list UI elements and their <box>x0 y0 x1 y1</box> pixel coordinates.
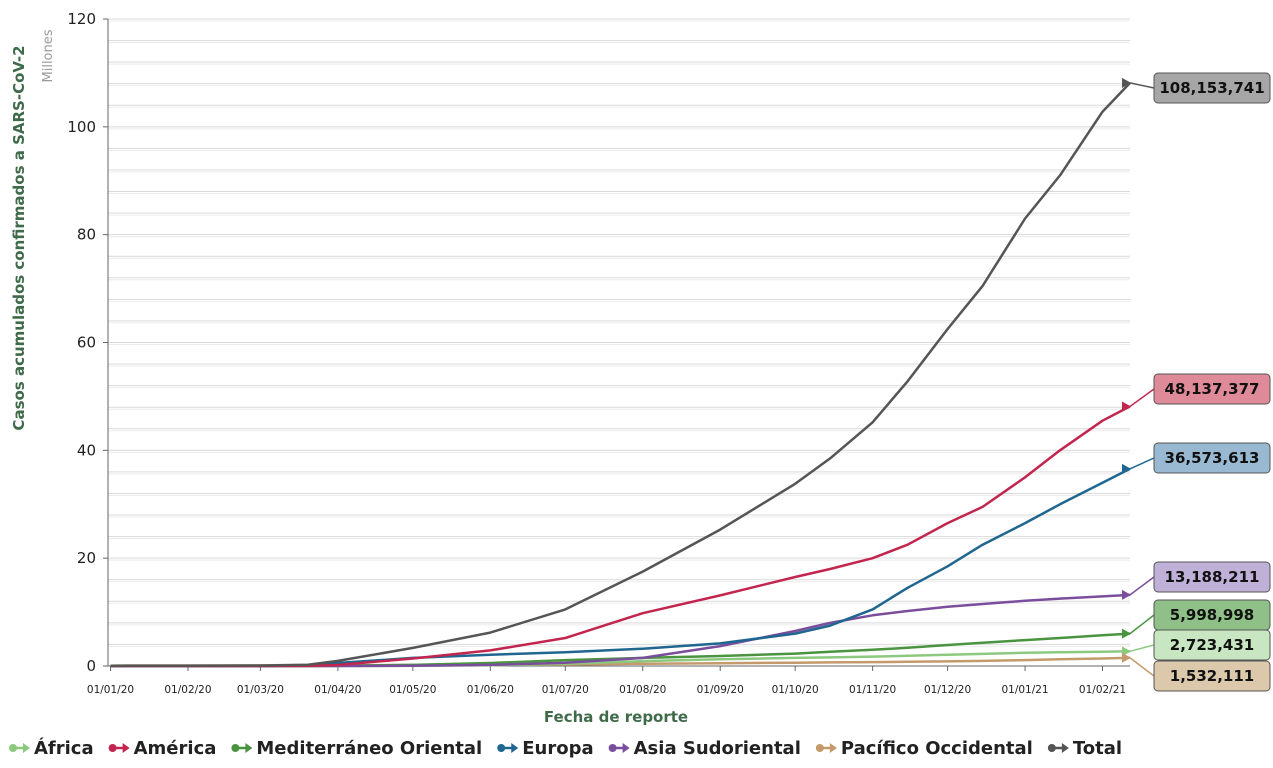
callout-arrow-head <box>1122 628 1131 639</box>
x-tick-label: 01/04/20 <box>314 684 361 696</box>
legend-label: Mediterráneo Oriental <box>256 738 482 759</box>
x-tick-label: 01/01/21 <box>1001 684 1048 696</box>
legend-label: Total <box>1073 738 1122 759</box>
callout-value: 13,188,211 <box>1165 568 1260 586</box>
legend-marker-dot <box>608 744 617 752</box>
x-tick-label: 01/05/20 <box>389 684 436 696</box>
x-tick-label: 01/03/20 <box>237 684 284 696</box>
x-tick-label: 01/10/20 <box>772 684 819 696</box>
legend-marker-dot <box>9 744 17 752</box>
callout-value: 5,998,998 <box>1170 606 1254 624</box>
x-tick-label: 01/11/20 <box>849 684 896 696</box>
callout-box <box>1153 660 1271 692</box>
legend-marker-arrow <box>622 743 630 753</box>
callout-leader <box>1129 388 1155 408</box>
x-tick-label: 01/08/20 <box>619 684 666 696</box>
legend-marker-arrow <box>122 743 130 753</box>
callout-leader <box>1129 457 1155 470</box>
callout-leader <box>1129 644 1155 653</box>
gridlines <box>108 18 1130 647</box>
callout-box <box>1153 599 1271 631</box>
legend-marker-dot <box>108 744 117 752</box>
callout-box <box>1153 442 1271 474</box>
legend-marker-arrow <box>829 743 837 753</box>
y-tick-label: 120 <box>67 10 96 28</box>
end-value-callouts: 2,723,431 48,137,377 5,998,998 36,573,613 13… <box>1122 72 1271 692</box>
callout-value: 108,153,741 <box>1159 79 1264 97</box>
callout-leader <box>1129 657 1155 677</box>
legend-label: Europa <box>522 738 593 759</box>
callout-box <box>1153 561 1271 593</box>
x-tick-label: 01/12/20 <box>924 684 971 696</box>
legend-label: Asia Sudoriental <box>634 738 801 759</box>
series-line-total <box>110 82 1131 667</box>
y-axis-ticks: 0 20 40 60 80 100 120 <box>67 10 108 675</box>
x-axis-ticks: 01/01/20 01/02/20 01/03/20 01/04/20 01/05/20… <box>87 666 1126 696</box>
legend-marker-arrow <box>23 743 30 753</box>
x-tick-label: 01/07/20 <box>542 684 589 696</box>
x-tick-label: 01/09/20 <box>697 684 744 696</box>
callout-value: 48,137,377 <box>1165 380 1260 398</box>
callout-leader <box>1129 82 1155 89</box>
series-line-asia-sudoriental <box>110 593 1131 668</box>
series-lines <box>110 82 1131 668</box>
callout-arrow-head <box>1122 401 1131 412</box>
callout-leader <box>1129 614 1155 635</box>
y-tick-label: 80 <box>77 226 96 244</box>
legend-marker-dot <box>815 744 824 752</box>
y-axis-title: Casos acumulados confirmados a SARS-CoV-… <box>10 45 28 430</box>
y-tick-label: 40 <box>77 441 96 459</box>
callout-value: 1,532,111 <box>1170 667 1254 685</box>
x-tick-label: 01/01/20 <box>87 684 134 696</box>
callout-arrow-head <box>1122 463 1131 474</box>
y-tick-label: 20 <box>77 549 96 567</box>
legend-marker-arrow <box>1061 743 1069 753</box>
legend-marker-dot <box>1047 744 1056 752</box>
callout-box <box>1153 373 1271 405</box>
legend-marker-arrow <box>245 743 253 753</box>
callout-box <box>1153 72 1271 104</box>
series-line-europa <box>110 467 1131 668</box>
callout-leader <box>1129 576 1155 596</box>
legend: África América Mediterráneo Oriental Europa… <box>9 737 1122 759</box>
callout-arrow-head <box>1122 652 1131 663</box>
x-axis-title: Fecha de reporte <box>544 708 688 726</box>
legend-marker-dot <box>231 744 240 752</box>
y-tick-label: 60 <box>77 334 96 352</box>
y-tick-label: 100 <box>67 118 96 136</box>
callout-value: 36,573,613 <box>1165 449 1260 467</box>
legend-label: Pacífico Occidental <box>841 738 1033 759</box>
callout-arrow-head <box>1122 589 1131 600</box>
legend-marker-arrow <box>511 743 519 753</box>
x-tick-label: 01/02/20 <box>164 684 211 696</box>
legend-label: África <box>34 737 94 759</box>
legend-marker-dot <box>497 744 506 752</box>
x-tick-label: 01/02/21 <box>1079 684 1126 696</box>
callout-arrow-head <box>1122 646 1131 657</box>
x-tick-label: 01/06/20 <box>467 684 514 696</box>
y-tick-label: 0 <box>86 657 96 675</box>
y-axis-unit: Millones <box>41 29 56 82</box>
callout-value: 2,723,431 <box>1170 636 1254 654</box>
series-line-américa <box>110 405 1131 668</box>
legend-label: América <box>134 738 217 759</box>
callout-arrow-head <box>1122 77 1131 88</box>
